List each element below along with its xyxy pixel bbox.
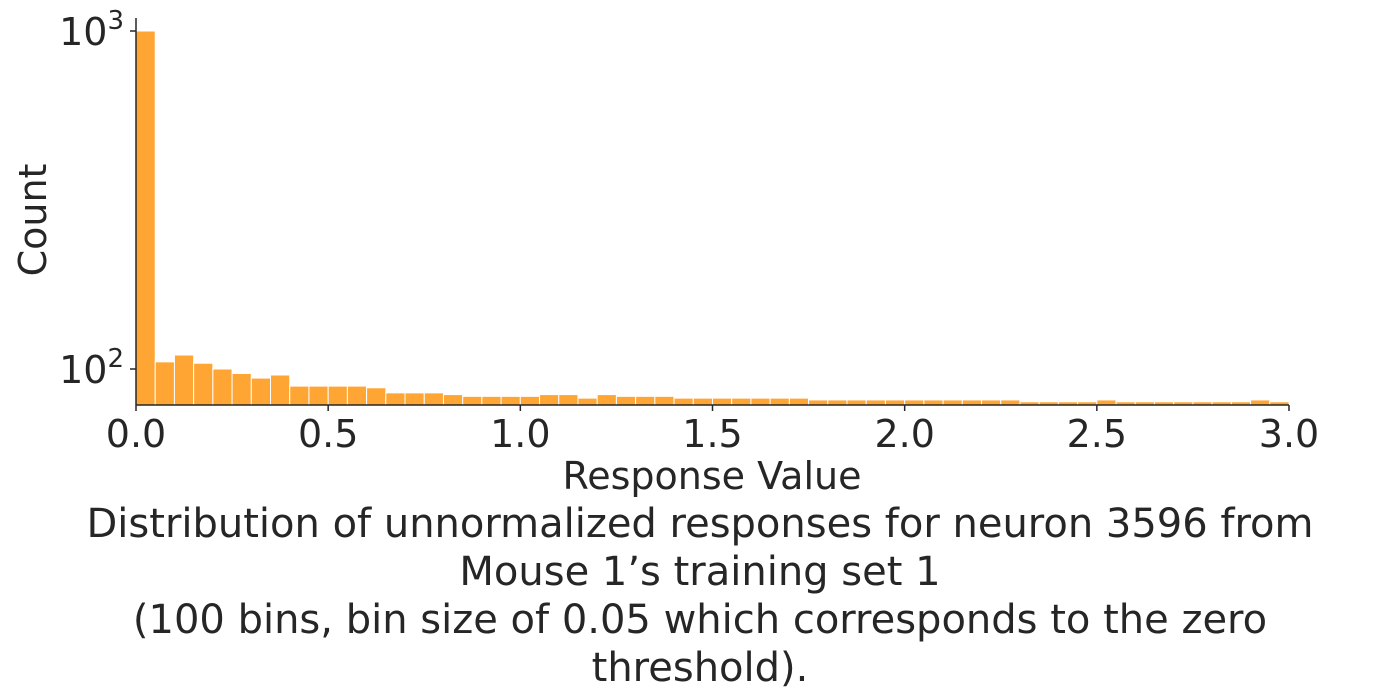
histogram-bar [462,395,483,406]
histogram-bar [327,385,348,406]
caption-line-3: (100 bins, bin size of 0.05 which corres… [132,597,1268,643]
histogram-bar [827,399,848,406]
caption-line-4: threshold). [591,645,809,691]
histogram-bar [712,397,733,406]
histogram-bar [539,394,560,406]
histogram-bar [615,395,637,406]
x-tick-label: 1.0 [490,412,550,456]
caption-line-2: Mouse 1’s training set 1 [459,549,941,595]
histogram-bar [558,394,579,406]
y-tick-label: 103 [59,6,124,54]
histogram-bar [250,377,272,406]
histogram-bar [750,397,771,406]
histogram-bar [981,399,1002,406]
x-tick-label: 2.0 [874,412,934,456]
histogram-bar [385,392,406,406]
x-tick-labels: 0.0 0.5 1.0 1.5 2.0 2.5 3.0 [106,405,1319,456]
histogram-bar [808,399,829,406]
histogram-bar [577,397,598,406]
histogram-bar [135,30,156,406]
x-tick-label: 1.5 [682,412,742,456]
histogram-bar [865,399,886,406]
histogram-bar [769,397,790,406]
histogram-bars [135,30,1290,406]
histogram-bar [289,385,310,406]
histogram-bar [366,387,387,406]
histogram-bar [1000,399,1021,406]
histogram-bar [308,385,329,406]
histogram-bar [635,395,656,406]
x-tick-label: 2.5 [1067,412,1127,456]
histogram-bar [231,372,252,406]
histogram-bar [788,397,810,406]
histogram-bar [731,397,752,406]
histogram-bar [846,399,867,406]
histogram-bar [173,354,195,406]
x-tick-label: 0.5 [298,412,358,456]
histogram-bar [673,397,694,406]
histogram-chart: 0.0 0.5 1.0 1.5 2.0 2.5 3.0 102 103 Response Va… [11,6,1319,498]
histogram-bar [346,385,368,406]
histogram-bar [654,395,675,406]
histogram-bar [596,394,617,406]
histogram-bar [423,392,444,406]
x-tick-label: 0.0 [106,412,166,456]
histogram-bar [1250,399,1271,406]
y-tick-label: 102 [59,344,124,392]
histogram-bar [904,399,925,406]
x-axis-label: Response Value [563,454,862,498]
histogram-bar [193,362,214,406]
y-axis-label: Count [11,164,55,277]
histogram-bar [212,368,233,406]
histogram-bar [923,399,944,406]
histogram-bar [692,397,713,406]
histogram-bar [442,394,464,406]
x-tick-label: 3.0 [1259,412,1319,456]
figure-caption: Distribution of unnormalized responses f… [0,500,1400,692]
y-tick-labels: 102 103 [59,6,136,392]
histogram-bar [884,399,906,406]
caption-line-1: Distribution of unnormalized responses f… [86,501,1314,547]
histogram-bar [942,399,963,406]
histogram-bar [481,395,502,406]
histogram-bar [519,395,541,406]
histogram-bar [270,374,291,406]
histogram-bar [1096,399,1117,406]
histogram-bar [154,361,175,406]
histogram-bar [500,395,521,406]
histogram-bar [404,392,425,406]
histogram-bar [961,399,983,406]
